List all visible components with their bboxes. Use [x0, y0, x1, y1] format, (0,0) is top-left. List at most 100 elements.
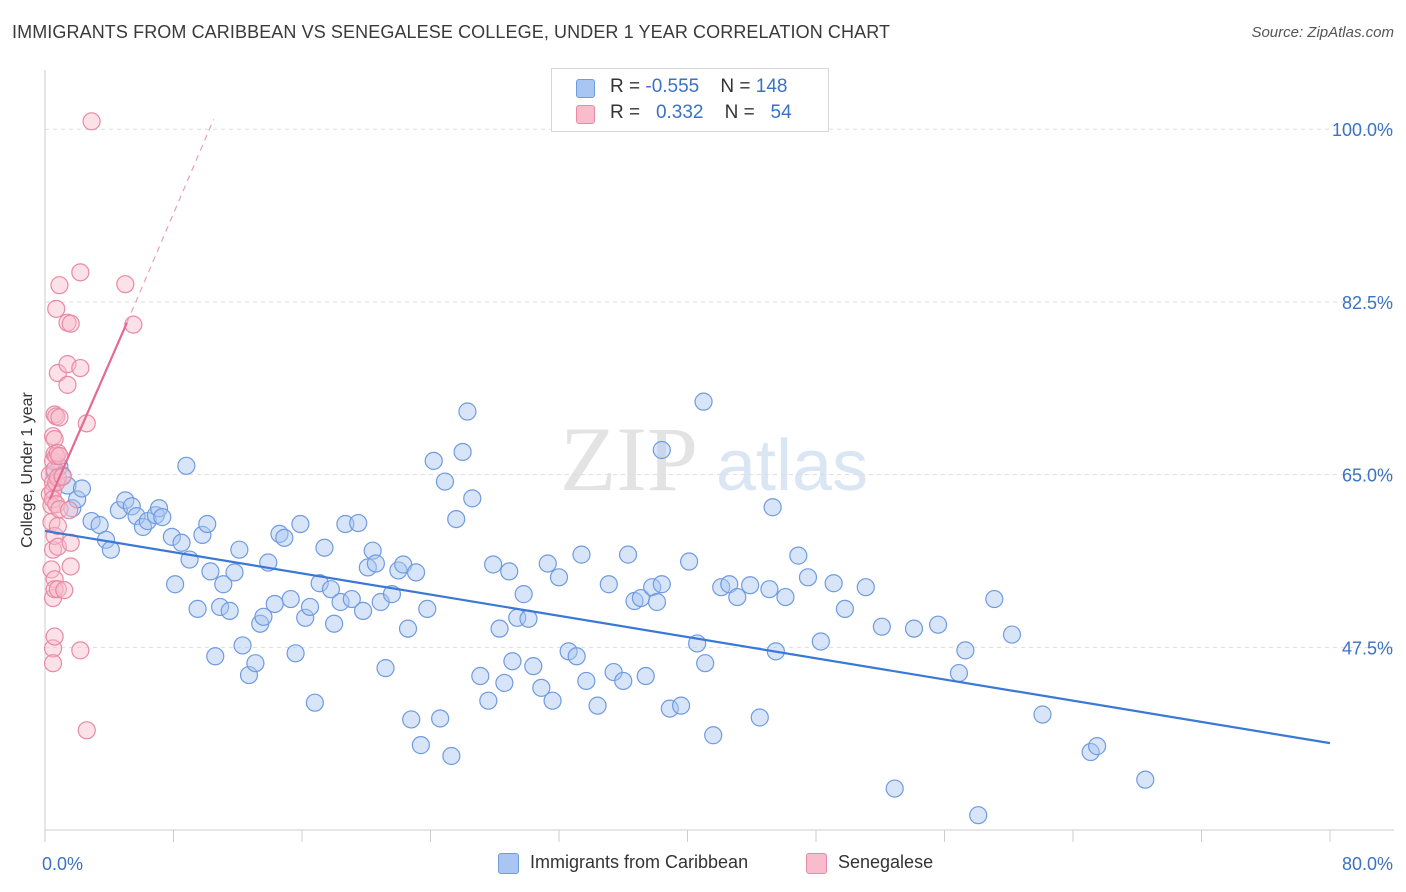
- data-point-caribbean: [254, 607, 273, 626]
- data-point-caribbean: [286, 644, 305, 663]
- data-point-caribbean: [495, 673, 514, 693]
- data-point-caribbean: [336, 514, 355, 534]
- watermark-zip: ZIP: [560, 408, 698, 510]
- data-point-caribbean: [198, 514, 217, 534]
- data-point-caribbean: [291, 514, 310, 534]
- data-point-senegalese: [59, 501, 79, 520]
- data-point-senegalese: [124, 315, 143, 334]
- data-point-caribbean: [500, 562, 519, 581]
- data-point-caribbean: [300, 597, 320, 617]
- data-point-caribbean: [366, 554, 385, 573]
- gridlines: [45, 128, 1394, 648]
- legend-n-value: 54: [770, 102, 792, 123]
- data-point-caribbean: [376, 659, 395, 678]
- data-point-caribbean: [389, 561, 408, 580]
- data-point-caribbean: [490, 619, 509, 638]
- tick-labels: 47.5% 65.0% 82.5% 100.0% 0.0% 80.0%: [42, 120, 1393, 874]
- x-tick-label: 80.0%: [1342, 854, 1393, 874]
- data-point-caribbean: [647, 592, 667, 612]
- data-point-caribbean: [402, 710, 421, 729]
- y-tick-label: 100.0%: [1332, 120, 1393, 140]
- bottom-legend-label-senegalese: Senegalese: [838, 852, 934, 872]
- data-point-senegalese: [71, 263, 90, 282]
- trend-line-senegalese: [48, 322, 128, 500]
- data-point-senegalese: [77, 721, 96, 740]
- data-point-senegalese: [50, 500, 69, 519]
- series-senegalese: [40, 112, 143, 740]
- data-point-senegalese: [82, 112, 101, 131]
- trend-lines: [44, 119, 1331, 745]
- y-tick-label: 65.0%: [1342, 466, 1393, 486]
- bottom-legend-swatch-caribbean: [498, 853, 519, 874]
- data-point-caribbean: [741, 576, 760, 595]
- data-point-caribbean: [588, 696, 607, 715]
- data-point-senegalese: [43, 540, 63, 559]
- data-point-caribbean: [315, 538, 334, 557]
- data-point-caribbean: [447, 509, 466, 529]
- data-point-caribbean: [872, 617, 891, 636]
- data-point-caribbean: [122, 497, 141, 516]
- data-point-caribbean: [835, 599, 855, 619]
- data-point-caribbean: [479, 691, 498, 710]
- source-label: Source: ZipAtlas.com: [1251, 24, 1394, 41]
- data-point-caribbean: [750, 708, 769, 727]
- data-point-senegalese: [61, 314, 80, 333]
- legend-swatch-senegalese: [576, 105, 595, 124]
- data-point-caribbean: [225, 563, 244, 582]
- data-point-caribbean: [210, 597, 230, 617]
- data-point-caribbean: [220, 601, 239, 620]
- data-point-caribbean: [956, 641, 975, 660]
- data-point-caribbean: [230, 540, 249, 559]
- data-point-caribbean: [431, 709, 450, 728]
- watermark: ZIP atlas: [560, 408, 868, 510]
- data-point-caribbean: [969, 806, 988, 825]
- data-point-caribbean: [1087, 737, 1107, 756]
- data-point-caribbean: [1002, 625, 1022, 644]
- data-point-caribbean: [1136, 770, 1155, 789]
- data-point-caribbean: [549, 568, 569, 587]
- data-point-caribbean: [798, 568, 818, 587]
- data-point-caribbean: [694, 392, 713, 411]
- data-point-caribbean: [453, 442, 472, 462]
- data-point-senegalese: [42, 560, 61, 579]
- data-point-caribbean: [239, 665, 259, 685]
- data-point-caribbean: [484, 555, 503, 574]
- data-point-senegalese: [55, 581, 74, 600]
- data-point-caribbean: [856, 578, 875, 597]
- data-point-caribbean: [985, 589, 1004, 609]
- data-point-caribbean: [275, 528, 294, 547]
- legend-r-label: R =: [610, 102, 646, 123]
- data-point-caribbean: [538, 554, 557, 573]
- data-point-caribbean: [885, 779, 904, 798]
- axes: [44, 70, 1394, 842]
- data-point-caribbean: [671, 696, 691, 715]
- data-point-caribbean: [353, 601, 373, 620]
- chart-title: IMMIGRANTS FROM CARIBBEAN VS SENEGALESE …: [12, 22, 891, 42]
- data-point-caribbean: [411, 736, 430, 755]
- data-point-caribbean: [281, 589, 300, 609]
- data-point-caribbean: [760, 580, 779, 599]
- legend-r-value: -0.555: [645, 76, 700, 97]
- data-point-senegalese: [71, 641, 90, 660]
- data-point-caribbean: [728, 587, 747, 607]
- data-point-caribbean: [193, 525, 212, 544]
- data-point-caribbean: [599, 575, 618, 594]
- data-point-caribbean: [424, 451, 443, 470]
- data-point-caribbean: [660, 699, 679, 718]
- data-point-caribbean: [811, 632, 830, 651]
- data-point-caribbean: [153, 508, 172, 527]
- data-point-caribbean: [1033, 705, 1052, 724]
- data-point-caribbean: [704, 726, 723, 745]
- data-point-caribbean: [696, 654, 715, 673]
- data-point-senegalese: [45, 627, 64, 646]
- y-axis-label: College, Under 1 year: [19, 392, 36, 548]
- legend-n-value: 148: [755, 76, 788, 97]
- legend-r-value: 0.332: [655, 102, 704, 123]
- data-point-caribbean: [720, 575, 739, 594]
- data-point-caribbean: [567, 647, 586, 666]
- data-point-caribbean: [824, 574, 843, 593]
- data-point-caribbean: [543, 691, 562, 710]
- data-point-caribbean: [233, 636, 252, 655]
- data-point-caribbean: [680, 552, 699, 571]
- data-point-caribbean: [177, 456, 196, 475]
